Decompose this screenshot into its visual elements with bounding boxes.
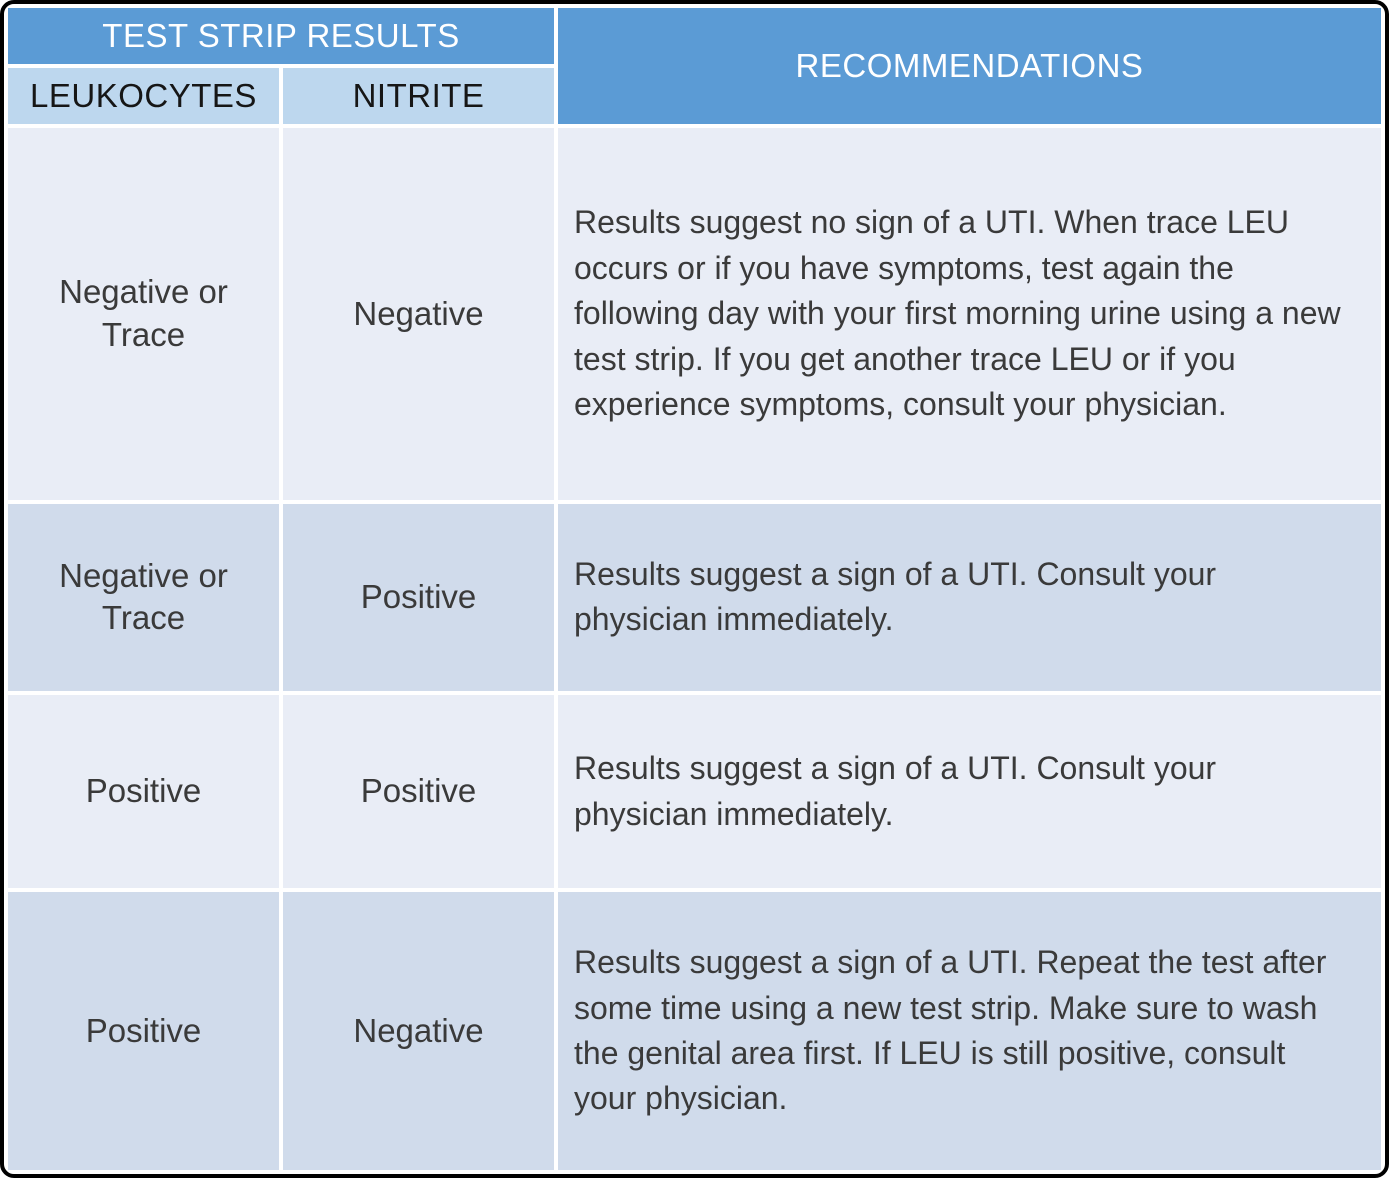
test-strip-results-label: TEST STRIP RESULTS: [102, 17, 460, 54]
row1-recommendation-text: Results suggest no sign of a UTI. When t…: [574, 204, 1341, 423]
row4-leukocytes-cell: Positive: [8, 892, 279, 1170]
column-header-leukocytes: LEUKOCYTES: [8, 68, 279, 124]
row2-leukocytes-value: Negative or Trace: [59, 556, 228, 637]
row1-recommendation-cell: Results suggest no sign of a UTI. When t…: [558, 128, 1381, 500]
row4-recommendation-cell: Results suggest a sign of a UTI. Repeat …: [558, 892, 1381, 1170]
column-header-nitrite: NITRITE: [283, 68, 554, 124]
row1-nitrite-value: Negative: [353, 294, 484, 332]
row4-recommendation-text: Results suggest a sign of a UTI. Repeat …: [574, 944, 1327, 1117]
row2-nitrite-value: Positive: [360, 578, 477, 616]
leukocytes-label: LEUKOCYTES: [30, 77, 257, 114]
row3-nitrite-cell: Positive: [283, 694, 554, 889]
row2-recommendation-text: Results suggest a sign of a UTI. Consult…: [574, 556, 1217, 638]
row4-leukocytes-value: Positive: [85, 1011, 202, 1049]
row2-nitrite-cell: Positive: [283, 503, 554, 691]
row3-recommendation-cell: Results suggest a sign of a UTI. Consult…: [558, 694, 1381, 889]
row1-leukocytes-cell: Negative or Trace: [8, 128, 279, 500]
row1-nitrite-cell: Negative: [283, 128, 554, 500]
row3-recommendation-text: Results suggest a sign of a UTI. Consult…: [574, 750, 1217, 832]
row2-leukocytes-cell: Negative or Trace: [8, 503, 279, 691]
row1-leukocytes-value: Negative or Trace: [59, 273, 228, 353]
row3-leukocytes-cell: Positive: [8, 694, 279, 889]
recommendations-label: RECOMMENDATIONS: [795, 47, 1144, 84]
table-grid: TEST STRIP RESULTS RECOMMENDATIONS LEUKO…: [8, 8, 1381, 1170]
nitrite-label: NITRITE: [352, 77, 485, 114]
row3-nitrite-value: Positive: [360, 772, 477, 810]
row4-nitrite-value: Negative: [353, 1011, 484, 1049]
row3-leukocytes-value: Positive: [85, 772, 202, 810]
row2-recommendation-cell: Results suggest a sign of a UTI. Consult…: [558, 503, 1381, 691]
row4-nitrite-cell: Negative: [283, 892, 554, 1170]
header-cell-test-strip-results: TEST STRIP RESULTS: [8, 8, 554, 64]
header-cell-recommendations: RECOMMENDATIONS: [558, 8, 1381, 124]
